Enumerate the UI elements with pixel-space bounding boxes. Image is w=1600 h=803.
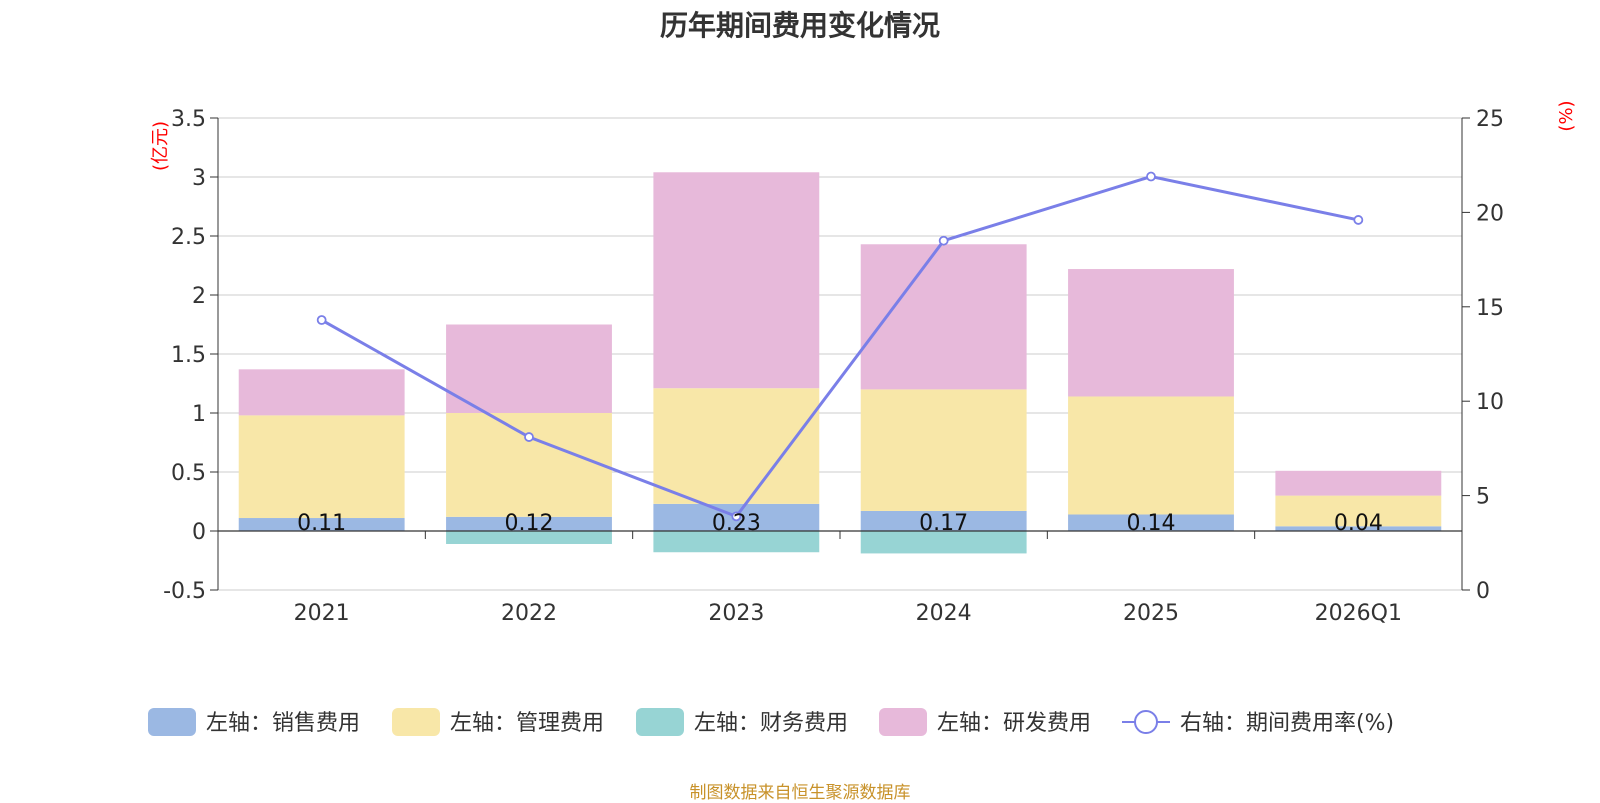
bar-segment xyxy=(1275,526,1442,531)
bar-segment xyxy=(446,516,612,531)
bar-segment xyxy=(238,369,405,416)
category-label: 2022 xyxy=(501,601,557,626)
left-tick-label: 1.5 xyxy=(171,343,206,368)
bar-segment xyxy=(1068,514,1234,531)
bar-segment xyxy=(653,388,820,504)
left-tick-label: 0 xyxy=(192,520,206,545)
bar-segment xyxy=(446,531,612,544)
category-label: 2021 xyxy=(294,601,350,626)
category-label: 2026Q1 xyxy=(1315,601,1402,626)
bar-segment xyxy=(446,413,612,517)
line-point xyxy=(731,511,742,522)
legend-label[interactable]: 右轴：期间费用率(%) xyxy=(1180,711,1394,736)
bar-segment xyxy=(860,389,1027,511)
line-point xyxy=(1146,171,1156,182)
bar-series xyxy=(238,172,1442,554)
bar-segment xyxy=(238,518,405,531)
axes: -0.500.511.522.533.50510152025(亿元)(%)202… xyxy=(150,100,1577,626)
chart-title: 历年期间费用变化情况 xyxy=(659,9,940,42)
left-axis-unit: (亿元) xyxy=(150,121,171,171)
legend-swatch[interactable] xyxy=(392,708,440,736)
bar-data-label: 0.23 xyxy=(712,511,761,536)
legend-label[interactable]: 左轴：研发费用 xyxy=(937,711,1091,736)
right-tick-label: 25 xyxy=(1476,107,1504,132)
legend-label[interactable]: 左轴：销售费用 xyxy=(206,711,360,736)
left-tick-label: 1 xyxy=(192,402,206,427)
bar-segment xyxy=(1068,269,1234,397)
category-label: 2025 xyxy=(1123,601,1179,626)
bar-data-label: 0.11 xyxy=(297,511,346,536)
bar-segment xyxy=(860,531,1027,554)
bar-segment xyxy=(860,244,1027,390)
right-tick-label: 0 xyxy=(1476,579,1490,604)
left-tick-label: 3.5 xyxy=(171,107,206,132)
legend-swatch[interactable] xyxy=(636,708,684,736)
category-label: 2023 xyxy=(708,601,764,626)
bar-segment xyxy=(653,172,820,389)
bar-data-label: 0.17 xyxy=(919,511,968,536)
bar-segment xyxy=(1275,470,1442,496)
left-tick-label: -0.5 xyxy=(163,579,206,604)
legend-label[interactable]: 左轴：管理费用 xyxy=(450,711,604,736)
category-label: 2024 xyxy=(916,601,972,626)
legend: 左轴：销售费用 左轴：管理费用 左轴：财务费用 左轴：研发费用 右轴：期间费用率(%) xyxy=(148,708,1394,736)
bar-data-label: 0.04 xyxy=(1334,511,1383,536)
line-series xyxy=(316,171,1364,522)
line-point xyxy=(524,432,534,442)
right-axis-unit: (%) xyxy=(1556,100,1577,131)
left-tick-label: 2 xyxy=(192,284,206,309)
legend-swatch[interactable] xyxy=(879,708,927,736)
left-tick-label: 0.5 xyxy=(171,461,206,486)
left-tick-label: 2.5 xyxy=(171,225,206,250)
legend-swatch[interactable] xyxy=(148,708,196,736)
left-tick-label: 3 xyxy=(192,166,206,191)
bar-segment xyxy=(1068,396,1234,515)
bar-data-label: 0.12 xyxy=(505,511,554,536)
right-tick-label: 5 xyxy=(1476,485,1490,510)
legend-line-marker[interactable] xyxy=(1134,710,1158,734)
bar-segment xyxy=(860,510,1027,531)
bar-segment xyxy=(238,415,405,519)
bar-segment xyxy=(446,324,612,413)
bar-data-label: 0.14 xyxy=(1127,511,1176,536)
right-tick-label: 10 xyxy=(1476,390,1504,415)
bar-segment xyxy=(653,531,820,553)
expense-rate-line xyxy=(320,174,1359,519)
legend-label[interactable]: 左轴：财务费用 xyxy=(694,711,848,736)
data-labels: 0.11 0.12 0.23 0.17 0.14 0.04 xyxy=(297,511,1383,536)
line-point xyxy=(1353,215,1364,225)
right-tick-label: 15 xyxy=(1476,296,1504,321)
source-note: 制图数据来自恒生聚源数据库 xyxy=(689,783,911,803)
line-point xyxy=(316,315,327,325)
right-tick-label: 20 xyxy=(1476,201,1504,226)
line-point xyxy=(938,235,949,246)
bar-segment xyxy=(1275,495,1442,527)
